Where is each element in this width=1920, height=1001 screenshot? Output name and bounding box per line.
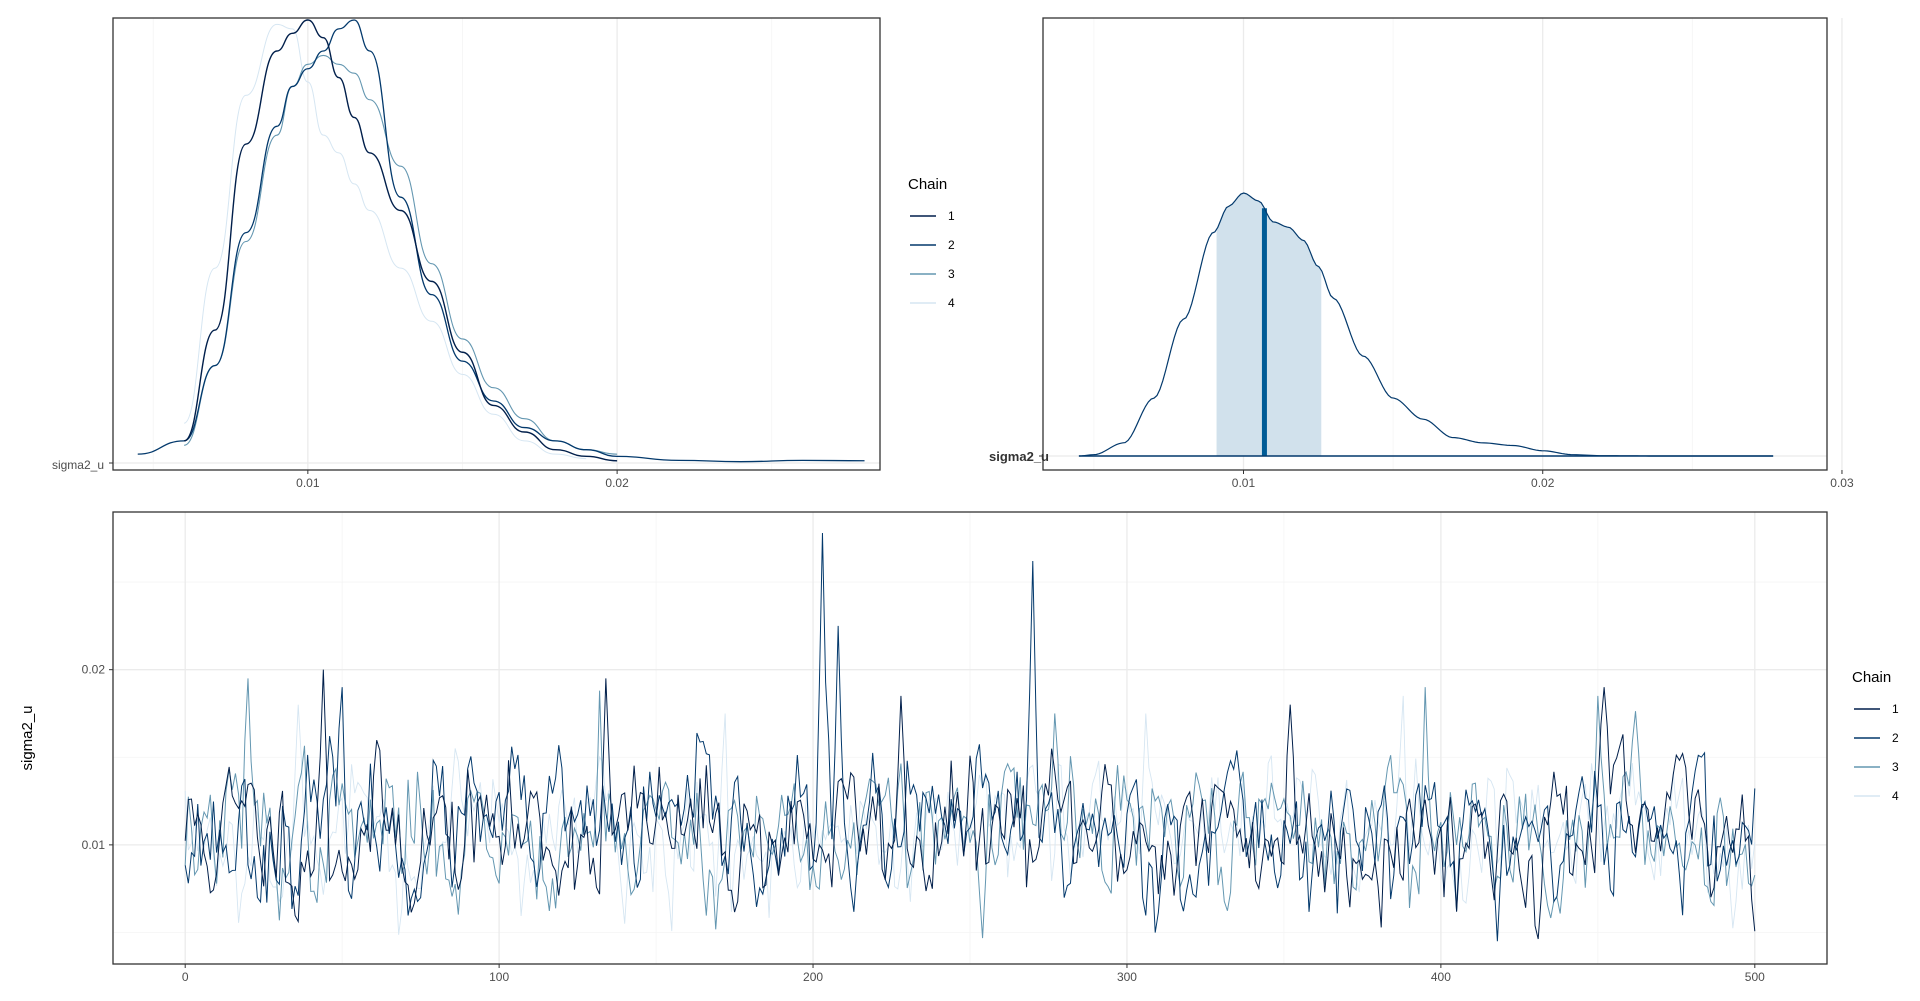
legend-label-chain-3: 3 xyxy=(1892,760,1899,774)
density-outline xyxy=(1078,192,1774,457)
density-panel-border xyxy=(112,17,881,471)
legend-label-chain-1: 1 xyxy=(948,209,955,223)
area-y-tick-label: sigma2_u xyxy=(989,449,1049,464)
chain-legend-top: Chain 1 2 3 4 xyxy=(908,176,955,310)
x-tick-label: 200 xyxy=(803,970,823,984)
chain-1-trace-line xyxy=(184,669,1756,940)
x-tick-label: 0 xyxy=(182,970,189,984)
x-tick-label: 0.03 xyxy=(1830,476,1854,490)
chain-4-density-line xyxy=(183,23,587,460)
area-grid xyxy=(1043,18,1843,470)
chain-legend-bottom: Chain 1 2 3 4 xyxy=(1852,669,1899,803)
trace-y-axis-title: sigma2_u xyxy=(19,705,36,770)
density-y-tick-label: sigma2_u xyxy=(52,458,104,472)
trace-lines xyxy=(184,533,1756,942)
chain-2-density-line xyxy=(137,19,865,463)
area-panel-border xyxy=(1042,17,1828,471)
x-tick-label: 100 xyxy=(489,970,509,984)
trace-panel: 0 100 200 300 400 500 0.01 0.02 sigma2_u Chain… xyxy=(19,511,1899,984)
legend-label-chain-2: 2 xyxy=(948,238,955,252)
y-tick-label: 0.01 xyxy=(82,838,106,852)
legend-title: Chain xyxy=(1852,669,1891,686)
trace-y-ticks: 0.01 0.02 xyxy=(82,663,113,852)
legend-label-chain-4: 4 xyxy=(1892,789,1899,803)
interval-area-panel: 0.01 0.02 0.03 sigma2_u xyxy=(989,17,1854,490)
legend-label-chain-1: 1 xyxy=(1892,702,1899,716)
legend-title: Chain xyxy=(908,176,947,193)
chain-2-trace-line xyxy=(184,533,1756,942)
interval-shade xyxy=(1216,193,1322,456)
area-x-ticks: 0.01 0.02 0.03 xyxy=(1039,455,1854,490)
chain-4-trace-line xyxy=(184,695,1756,935)
trace-panel-border xyxy=(112,511,1828,965)
x-tick-label: 300 xyxy=(1117,970,1137,984)
chain-3-density-line xyxy=(183,54,618,455)
x-tick-label: 0.02 xyxy=(605,476,629,490)
density-by-chain-panel: 0.01 0.02 sigma2_u Chain 1 2 3 4 xyxy=(52,17,955,490)
trace-grid xyxy=(113,512,1827,964)
y-tick-label: 0.02 xyxy=(82,663,106,677)
legend-label-chain-2: 2 xyxy=(1892,731,1899,745)
legend-label-chain-3: 3 xyxy=(948,267,955,281)
x-tick-label: 400 xyxy=(1431,970,1451,984)
x-tick-label: 0.01 xyxy=(296,476,320,490)
x-tick-label: 0.02 xyxy=(1531,476,1555,490)
x-tick-label: 0.01 xyxy=(1232,476,1256,490)
chain-1-density-line xyxy=(183,19,618,462)
legend-label-chain-4: 4 xyxy=(948,296,955,310)
density-x-ticks: 0.01 0.02 xyxy=(109,462,629,490)
density-grid xyxy=(113,18,880,470)
trace-x-ticks: 0 100 200 300 400 500 xyxy=(182,964,1765,984)
density-lines xyxy=(137,19,865,463)
x-tick-label: 500 xyxy=(1745,970,1765,984)
